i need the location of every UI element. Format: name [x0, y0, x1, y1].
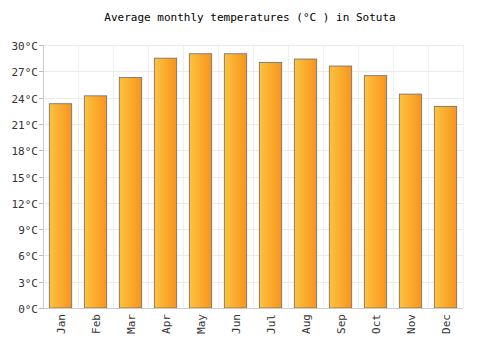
- x-tick-label: Feb: [90, 314, 103, 334]
- title: Average monthly temperatures (°C ) in So…: [104, 11, 395, 24]
- bar: [189, 54, 211, 308]
- bar: [224, 54, 246, 308]
- grid-line-x: [183, 45, 184, 308]
- bar: [329, 66, 351, 308]
- x-tick-label: Jul: [265, 314, 278, 334]
- grid-line-x: [218, 45, 219, 308]
- y-tick-label: 6°C: [18, 250, 38, 263]
- y-tick-label: 30°C: [12, 40, 39, 53]
- grid-line-x: [323, 45, 324, 308]
- bar: [399, 94, 421, 308]
- y-tick-label: 9°C: [18, 224, 38, 237]
- y-axis: [43, 45, 44, 308]
- y-tick: [39, 177, 43, 178]
- y-tick-label: 18°C: [12, 145, 39, 158]
- x-tick-label: Dec: [440, 314, 453, 334]
- x-tick-label: Nov: [405, 314, 418, 334]
- bar: [364, 76, 386, 308]
- x-tick-label: May: [195, 314, 208, 334]
- y-tick: [39, 229, 43, 230]
- grid-line-x: [78, 45, 79, 308]
- bar: [259, 63, 281, 308]
- x-tick-label: Apr: [160, 314, 173, 334]
- grid-line-x: [463, 45, 464, 308]
- y-tick: [39, 308, 43, 309]
- y-tick: [39, 255, 43, 256]
- bar: [49, 104, 71, 308]
- grid-line-y: [43, 71, 463, 72]
- x-tick-label: Jan: [55, 314, 68, 334]
- x-tick-label: Jun: [230, 314, 243, 334]
- y-tick: [39, 282, 43, 283]
- grid-line-x: [393, 45, 394, 308]
- grid-line-x: [113, 45, 114, 308]
- y-tick-label: 0°C: [18, 303, 38, 316]
- y-tick: [39, 45, 43, 46]
- y-tick-label: 21°C: [12, 119, 39, 132]
- x-tick-label: Oct: [370, 314, 383, 334]
- grid-line-x: [43, 45, 44, 308]
- bar: [119, 77, 141, 308]
- y-tick: [39, 150, 43, 151]
- y-tick: [39, 98, 43, 99]
- y-tick-label: 27°C: [12, 66, 39, 79]
- y-tick: [39, 71, 43, 72]
- bar: [84, 96, 106, 308]
- bar: [154, 58, 176, 308]
- grid-line-x: [288, 45, 289, 308]
- grid-line-x: [428, 45, 429, 308]
- y-tick-label: 24°C: [12, 93, 39, 106]
- x-tick-label: Mar: [125, 314, 138, 334]
- y-tick-label: 15°C: [12, 172, 39, 185]
- chart: Average monthly temperatures (°C ) in So…: [0, 0, 500, 350]
- y-tick: [39, 203, 43, 204]
- x-axis: [43, 308, 463, 309]
- bars: [49, 54, 456, 308]
- y-tick-label: 12°C: [12, 198, 39, 211]
- grid-line-y: [43, 45, 463, 46]
- y-tick: [39, 124, 43, 125]
- bar: [294, 59, 316, 308]
- bar: [434, 106, 456, 308]
- grid: [43, 45, 464, 309]
- x-tick-label: Aug: [300, 314, 313, 334]
- grid-line-x: [358, 45, 359, 308]
- grid-line-x: [148, 45, 149, 308]
- grid-line-x: [253, 45, 254, 308]
- grid-line-y: [43, 308, 463, 309]
- x-tick-label: Sep: [335, 314, 348, 334]
- y-tick-label: 3°C: [18, 277, 38, 290]
